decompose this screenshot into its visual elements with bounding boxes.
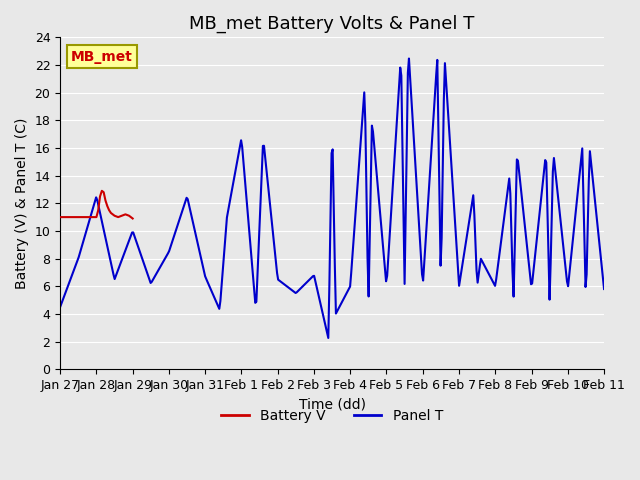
Text: MB_met: MB_met [71, 49, 133, 63]
Title: MB_met Battery Volts & Panel T: MB_met Battery Volts & Panel T [189, 15, 475, 33]
Legend: Battery V, Panel T: Battery V, Panel T [216, 404, 449, 429]
Y-axis label: Battery (V) & Panel T (C): Battery (V) & Panel T (C) [15, 118, 29, 289]
X-axis label: Time (dd): Time (dd) [299, 397, 365, 411]
